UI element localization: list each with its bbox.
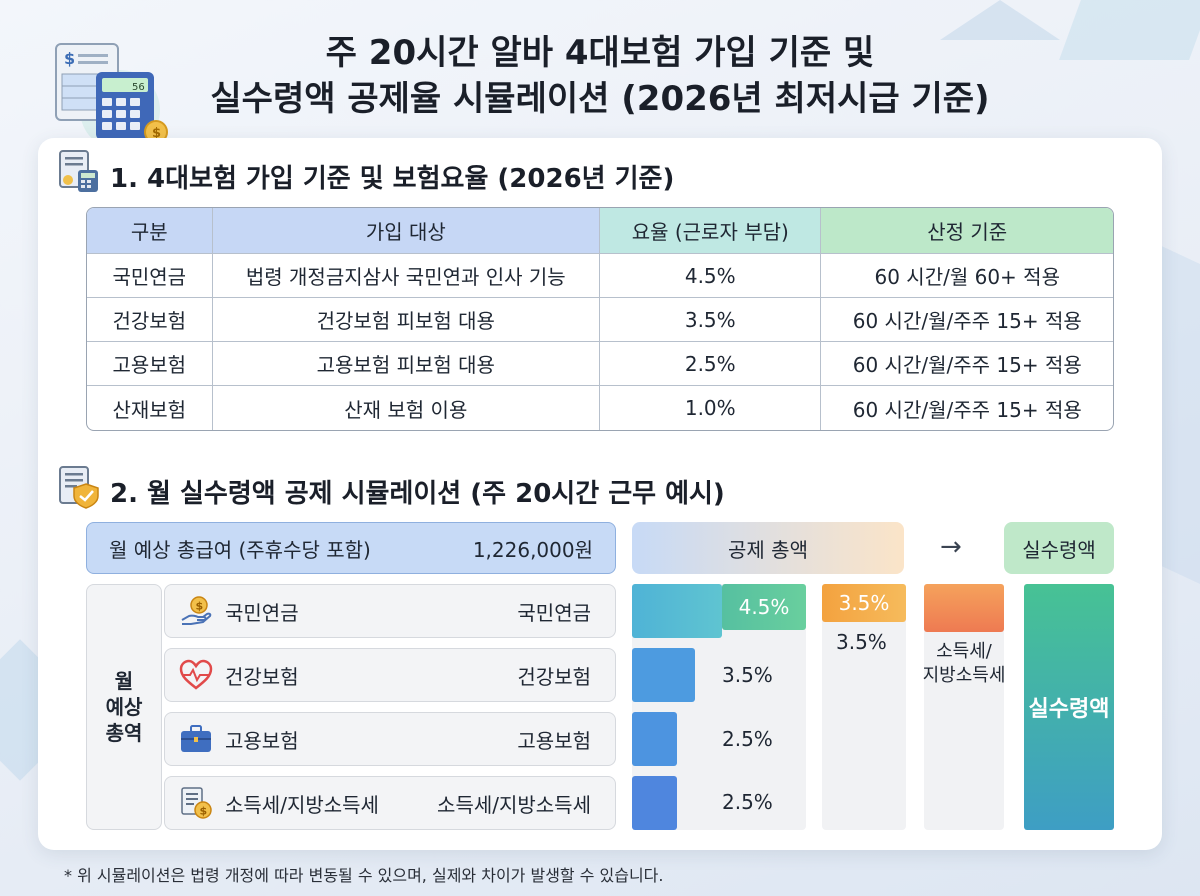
table-cell: 60 시간/월/주주 15+ 적용 [821,342,1113,386]
section2-title: 2. 월 실수령액 공제 시뮬레이션 (주 20시간 근무 예시) [110,479,725,509]
deduction-bar [632,776,677,830]
list-item-name-secondary: 국민연금 [517,600,591,625]
calculator-display: 56 [132,82,145,93]
table-header-cell: 산정 기준 [821,208,1113,254]
tax-label: 소득세/ 지방소득세 [914,640,1014,688]
table-row: 고용보험 고용보험 피보험 대용 2.5% 60 시간/월/주주 15+ 적용 [87,342,1113,386]
net-pay-header: 실수령액 [1004,522,1114,574]
list-item: 고용보험 고용보험 [164,712,616,766]
bar-percent-label: 4.5% [722,584,806,630]
table-cell: 국민연금 [87,254,213,298]
table-cell: 1.0% [600,386,822,430]
svg-text:$: $ [200,805,208,818]
heart-pulse-icon [179,659,213,690]
table-cell: 산재보험 [87,386,213,430]
right-arrow-icon: → [940,532,962,562]
list-item: 건강보험 건강보험 [164,648,616,702]
table-header-cell: 요율 (근로자 부담) [600,208,822,254]
list-item-name: 건강보험 [225,664,299,689]
table-cell: 60 시간/월 60+ 적용 [821,254,1113,298]
tax-label-text: 소득세/ 지방소득세 [922,641,1006,686]
table-cell: 2.5% [600,342,822,386]
health-percent-box: 3.5% [822,584,906,622]
table-cell: 건강보험 피보험 대용 [212,298,601,342]
table-row: 국민연금 법령 개정금지삼사 국민연과 인사 기능 4.5% 60 시간/월 6… [87,254,1113,298]
table-cell: 법령 개정금지삼사 국민연과 인사 기능 [212,254,601,298]
list-item-name-secondary: 소득세/지방소득세 [437,792,591,817]
document-calculator-icon [59,150,98,192]
coin-hand-icon: $ [181,596,212,625]
page-title-line2: 실수령액 공제율 시뮬레이션 (2026년 최저시급 기준) [210,79,990,119]
list-item-name: 국민연금 [225,600,299,625]
list-item: $ 소득세/지방소득세 소득세/지방소득세 [164,776,616,830]
table-cell: 건강보험 [87,298,213,342]
briefcase-icon [181,725,211,752]
section1-title: 1. 4대보험 가입 기준 및 보험요율 (2026년 기준) [110,164,675,194]
list-item-name: 고용보험 [225,728,299,753]
tax-bar [924,584,1004,632]
table-header-row: 구분 가입 대상 요율 (근로자 부담) 산정 기준 [87,208,1113,254]
deduction-bar [632,648,695,702]
list-item-name: 소득세/지방소득세 [225,792,379,817]
table-header-cell: 가입 대상 [212,208,601,254]
list-item: $ 국민연금 국민연금 [164,584,616,638]
insurance-table: 구분 가입 대상 요율 (근로자 부담) 산정 기준 국민연금 법령 개정금지삼… [86,207,1114,431]
page-title: 주 20시간 알바 4대보험 가입 기준 및 실수령액 공제율 시뮬레이션 (2… [0,30,1200,122]
table-cell: 4.5% [600,254,822,298]
gross-pay-label: 월 예상 총급여 (주휴수당 포함) [109,537,371,562]
table-cell: 산재 보험 이용 [213,386,601,430]
tax-document-icon: $ [181,787,212,819]
bar-percent-label: 2.5% [722,727,773,751]
calculator-document-icon: $ 56 $ [55,43,168,144]
table-cell: 60 시간/월/주주 15+ 적용 [821,298,1113,342]
page-title-line1: 주 20시간 알바 4대보험 가입 기준 및 [325,33,875,73]
side-label: 월 예상 총역 [86,584,162,830]
side-label-text: 월 예상 총역 [105,669,143,745]
deduction-bar [632,712,677,766]
net-pay-bar: 실수령액 [1024,584,1114,830]
deduction-total-header: 공제 총액 [632,522,904,574]
table-row: 산재보험 산재 보험 이용 1.0% 60 시간/월/주주 15+ 적용 [87,386,1113,430]
footnote: * 위 시뮬레이션은 법령 개정에 따라 변동될 수 있으며, 실제와 차이가 … [64,866,664,885]
svg-text:$: $ [196,600,204,613]
table-cell: 고용보험 피보험 대용 [212,342,601,386]
table-cell: 60 시간/월/주주 15+ 적용 [852,397,1082,422]
gross-pay-box: 월 예상 총급여 (주휴수당 포함) 1,226,000원 [86,522,616,574]
table-row: 건강보험 건강보험 피보험 대용 3.5% 60 시간/월/주주 15+ 적용 [87,298,1113,342]
gross-pay-value: 1,226,000원 [472,537,593,562]
deduction-bar [632,584,722,638]
table-cell: 고용보험 [87,342,213,386]
table-cell: 3.5% [600,298,822,342]
bar-percent-label: 3.5% [722,663,773,687]
bar-percent-label: 2.5% [722,790,773,814]
table-header-cell: 구분 [87,208,213,254]
deduction-column [822,584,906,830]
svg-text:$: $ [152,126,161,141]
list-item-name-secondary: 고용보험 [517,728,591,753]
list-item-name-secondary: 건강보험 [517,664,591,689]
svg-text:$: $ [64,49,75,68]
health-percent-text: 3.5% [836,630,887,654]
shield-document-icon [59,466,99,509]
